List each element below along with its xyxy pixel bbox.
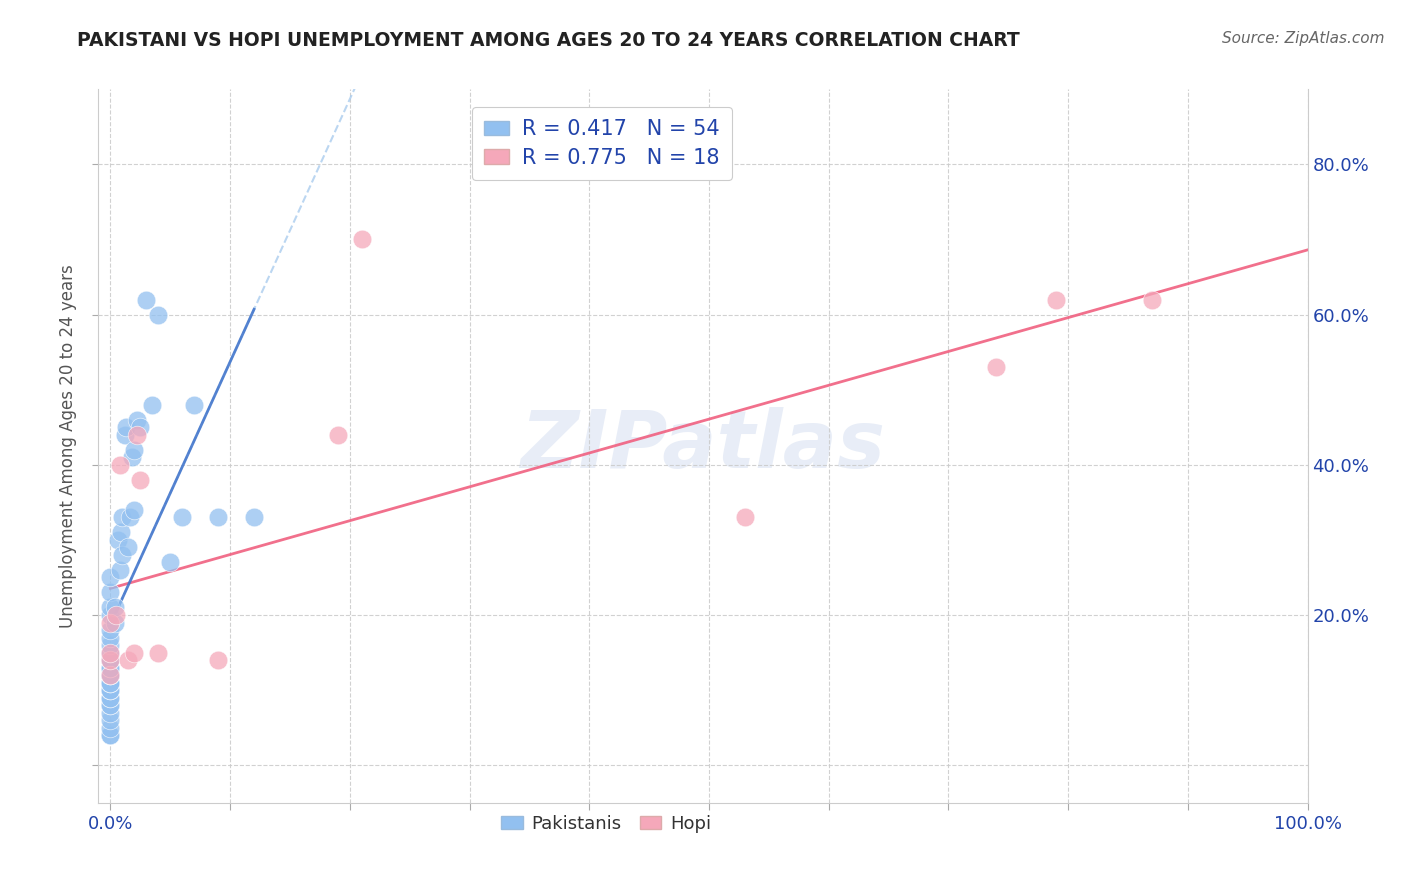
Point [207,510,229,524]
Point [100,600,122,615]
Point [100,653,122,667]
Point [100,570,122,584]
Point [183,398,205,412]
Point [107,533,129,547]
Text: Source: ZipAtlas.com: Source: ZipAtlas.com [1222,31,1385,46]
Text: ZIPatlas: ZIPatlas [520,407,886,485]
Point [125,427,148,442]
Point [100,668,122,682]
Point [243,510,266,524]
Point [100,623,122,637]
Point [100,653,122,667]
Point [1140,293,1163,307]
Text: PAKISTANI VS HOPI UNEMPLOYMENT AMONG AGES 20 TO 24 YEARS CORRELATION CHART: PAKISTANI VS HOPI UNEMPLOYMENT AMONG AGE… [77,31,1021,50]
Point [172,510,194,524]
Point [108,458,131,472]
Point [100,706,122,720]
Point [100,668,122,682]
Point [108,563,131,577]
Point [100,698,122,713]
Point [100,698,122,713]
Point [129,420,152,434]
Point [207,653,229,667]
Point [100,607,122,622]
Point [100,675,122,690]
Point [100,675,122,690]
Point [100,660,122,674]
Point [326,427,349,442]
Point [111,510,134,524]
Point [100,646,122,660]
Point [114,427,136,442]
Point [111,548,134,562]
Point [100,631,122,645]
Point [100,690,122,705]
Point [148,308,170,322]
Point [117,541,139,555]
Point [100,728,122,742]
Point [125,413,148,427]
Point [100,683,122,698]
Point [100,585,122,599]
Point [100,683,122,698]
Point [118,510,141,524]
Point [350,232,373,246]
Point [100,675,122,690]
Point [100,668,122,682]
Point [124,503,146,517]
Point [986,360,1008,375]
Point [110,525,132,540]
Point [100,615,122,630]
Point [104,600,127,615]
Point [100,683,122,698]
Point [124,646,146,660]
Point [159,556,181,570]
Point [129,473,152,487]
Legend: Pakistanis, Hopi: Pakistanis, Hopi [494,808,718,840]
Point [100,713,122,727]
Point [141,398,163,412]
Point [100,668,122,682]
Point [100,653,122,667]
Point [124,442,146,457]
Point [734,510,756,524]
Point [148,646,170,660]
Point [1045,293,1067,307]
Point [100,721,122,735]
Point [115,420,138,434]
Point [104,615,127,630]
Point [105,607,128,622]
Point [121,450,143,465]
Point [135,293,157,307]
Point [100,690,122,705]
Point [100,638,122,652]
Y-axis label: Unemployment Among Ages 20 to 24 years: Unemployment Among Ages 20 to 24 years [59,264,77,628]
Point [100,728,122,742]
Point [100,660,122,674]
Point [100,646,122,660]
Point [117,653,139,667]
